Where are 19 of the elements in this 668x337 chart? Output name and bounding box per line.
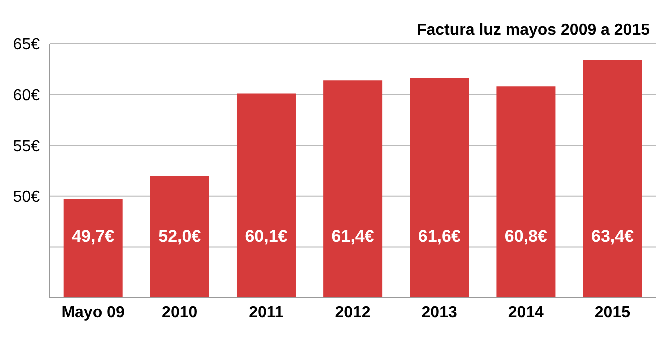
data-label: 63,4€ — [592, 227, 635, 246]
y-tick-label: 65€ — [13, 36, 40, 54]
x-tick-label: 2015 — [594, 304, 631, 322]
x-tick-label: 2012 — [335, 304, 371, 322]
y-tick-label: 60€ — [13, 87, 40, 104]
x-tick-label: 2013 — [422, 304, 458, 322]
data-label: 61,4€ — [332, 227, 375, 246]
x-tick-label: 2011 — [249, 304, 284, 322]
data-label: 60,8€ — [504, 227, 548, 246]
x-tick-label: 2010 — [162, 304, 198, 322]
x-tick-label: 2014 — [508, 304, 544, 322]
y-tick-label: 55€ — [13, 138, 40, 156]
data-label: 60,1€ — [245, 227, 288, 246]
y-tick-label: 50€ — [13, 189, 40, 206]
data-label: 52,0€ — [158, 227, 202, 246]
data-label: 49,7€ — [72, 227, 116, 246]
x-tick-label: Mayo 09 — [62, 304, 125, 322]
chart-title: Factura luz mayos 2009 a 2015 — [416, 22, 650, 40]
data-label: 61,6€ — [418, 227, 462, 246]
